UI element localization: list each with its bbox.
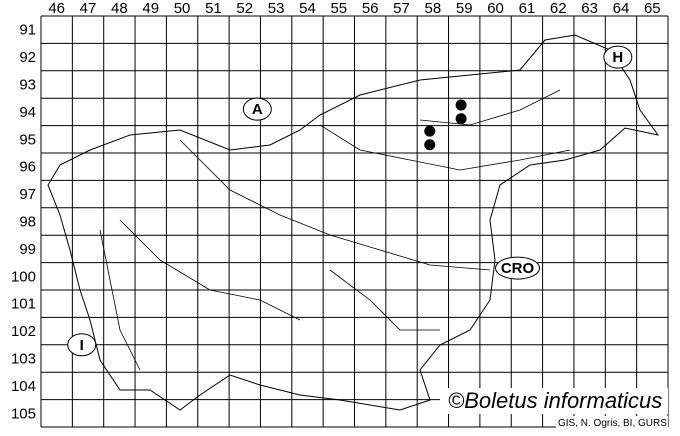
column-label: 58 (425, 0, 442, 17)
region-ellipse (242, 97, 272, 121)
row-label: 93 (19, 77, 36, 94)
row-label: 95 (19, 131, 36, 148)
column-label: 52 (236, 0, 253, 17)
record-dot (455, 99, 467, 111)
column-label: 48 (111, 0, 128, 17)
column-label: 46 (48, 0, 65, 17)
row-label: 96 (19, 159, 36, 176)
column-label: 63 (581, 0, 598, 17)
column-label: 55 (330, 0, 347, 17)
grid: 46 47 48 49 50 51 52 53 54 55 56 57 58 59 60 61 62 63 64 65… (11, 0, 669, 428)
copyright-text: ©Boletus informaticus (448, 388, 662, 413)
row-label: 101 (11, 296, 36, 313)
column-label: 65 (644, 0, 661, 17)
row-label: 105 (11, 405, 36, 422)
column-label: 51 (205, 0, 222, 17)
record-dot (424, 125, 436, 137)
row-label: 92 (19, 49, 36, 66)
row-label: 100 (11, 268, 36, 285)
column-label: 56 (362, 0, 379, 17)
row-label: 98 (19, 214, 36, 231)
record-dot (455, 113, 467, 125)
record-dots (424, 99, 467, 151)
column-label: 54 (299, 0, 316, 17)
neighbor-labels: A H CRO I (67, 45, 633, 357)
column-label: 59 (456, 0, 473, 17)
credit-text: GIS, N. Ogris, BI, GURS (558, 418, 667, 429)
row-label: 97 (19, 186, 36, 203)
column-label: 53 (268, 0, 285, 17)
region-label: I (80, 337, 84, 354)
column-label: 64 (613, 0, 630, 17)
region-label: A (252, 101, 263, 118)
column-label: 61 (519, 0, 536, 17)
column-label: 62 (550, 0, 567, 17)
column-label: 50 (174, 0, 191, 17)
row-label: 94 (19, 104, 36, 121)
country-border (47, 34, 660, 411)
column-label: 57 (393, 0, 410, 17)
column-label: 49 (142, 0, 159, 17)
region-label: CRO (501, 260, 535, 277)
row-label: 99 (19, 241, 36, 258)
row-label: 91 (19, 22, 36, 39)
rivers (99, 89, 571, 371)
row-label: 102 (11, 323, 36, 340)
region-ellipse (495, 256, 541, 280)
region-ellipse (67, 333, 97, 357)
column-label: 60 (487, 0, 504, 17)
column-label: 47 (80, 0, 97, 17)
row-label: 104 (11, 378, 36, 395)
region-label: H (612, 49, 623, 66)
region-ellipse (603, 45, 633, 69)
record-dot (424, 139, 436, 151)
row-label: 103 (11, 351, 36, 368)
